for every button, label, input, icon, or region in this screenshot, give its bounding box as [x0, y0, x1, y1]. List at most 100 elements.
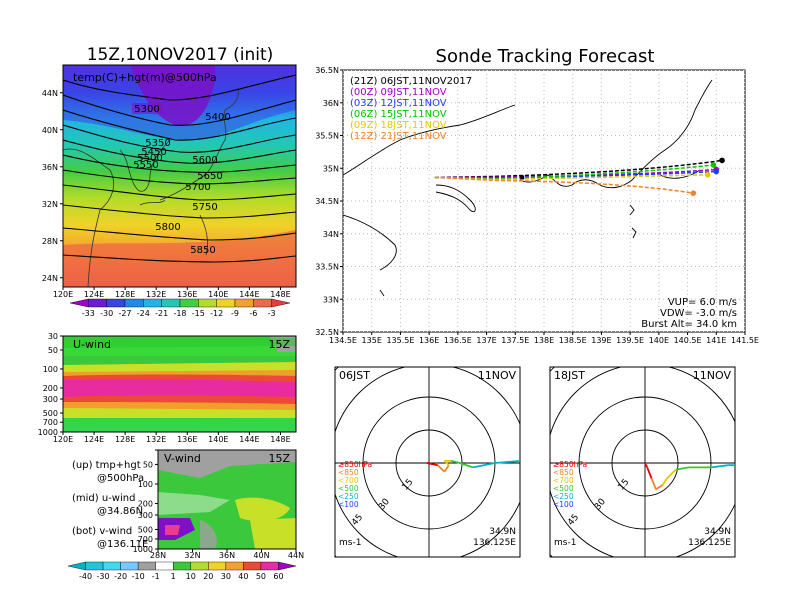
- colorbar-label: -10: [132, 572, 145, 581]
- note-bot-1: (bot) v-wind: [72, 526, 132, 537]
- colorbar-label: 30: [221, 572, 231, 581]
- colorbar-cell: [69, 298, 89, 308]
- hodo-segment: [650, 478, 657, 490]
- colorbar-cell: [208, 561, 227, 571]
- map-variable-label: temp(C)+hgt(m)@500hPa: [73, 71, 217, 84]
- track-end-point: [704, 172, 711, 178]
- contour-label: 5650: [197, 171, 222, 182]
- colorbar-cell: [173, 561, 191, 571]
- hodo-level-label: <250: [338, 492, 359, 501]
- track-line: [434, 168, 717, 179]
- hodo-ring-label: 60: [320, 524, 335, 539]
- colorbar-label: -30: [100, 309, 113, 318]
- lat-tick-label: 28N: [150, 551, 166, 560]
- hodo-segment: [450, 459, 461, 464]
- colorbar-cell: [271, 298, 291, 308]
- hodo-level-label: <700: [338, 476, 359, 485]
- lat-tick-label: 40N: [42, 126, 58, 135]
- colorbar-cell: [67, 561, 86, 571]
- colorbar-label: -3: [268, 309, 276, 318]
- hodo-segment: [494, 460, 520, 464]
- hodo-date: 11NOV: [693, 369, 732, 382]
- lat-ticks: 28N 32N 36N 40N 44N: [150, 549, 304, 560]
- hodo-segment: [426, 462, 438, 467]
- colorbar-label: -15: [192, 309, 205, 318]
- colorbar-label: -21: [155, 309, 168, 318]
- pressure-tick-label: 200: [43, 384, 58, 393]
- colorbar-cell: [216, 298, 236, 308]
- hodo-lon: 136.125E: [473, 538, 516, 548]
- hodo-segment: [710, 464, 729, 469]
- lon-tick-label: 136E: [177, 290, 197, 299]
- colorbar-label: -1: [152, 572, 160, 581]
- lon-tick-label: 137.5E: [501, 336, 529, 345]
- lon-ticks: 120E 124E 128E 132E 136E 140E 144E 148E: [53, 287, 291, 299]
- colorbar-cell: [137, 561, 156, 571]
- lon-tick-label: 140E: [649, 336, 669, 345]
- pressure-tick-label: 100: [138, 480, 153, 489]
- colorbar-label: -12: [210, 309, 223, 318]
- colorbar-label: 40: [238, 572, 248, 581]
- colorbar-cell: [161, 298, 181, 308]
- colorbar-label: -24: [137, 309, 150, 318]
- hodo-frame: [334, 366, 521, 558]
- colorbar-label: 1: [171, 572, 176, 581]
- height-contours: [63, 74, 296, 263]
- hodo-lon: 136.125E: [688, 538, 731, 548]
- colorbar-cell: [85, 561, 104, 571]
- lon-tick-label: 148E: [270, 435, 290, 444]
- lon-tick-label: 141.5E: [731, 336, 759, 345]
- lon-tick-label: 137E: [476, 336, 496, 345]
- temp-colorbar: -33 -30 -27 -24 -21 -18 -15 -12 -9 -6 -3: [69, 298, 291, 318]
- lon-tick-label: 120E: [53, 290, 73, 299]
- hodo-segment: [666, 468, 677, 480]
- contour-label: 5700: [185, 182, 210, 193]
- lon-tick-label: 144E: [239, 435, 259, 444]
- track-line: [434, 174, 708, 181]
- lon-tick-label: 124E: [84, 435, 104, 444]
- hodo-segment: [646, 467, 653, 479]
- pressure-tick-label: 30: [48, 332, 58, 341]
- lon-tick-label: 134.5E: [329, 336, 357, 345]
- v-wind-label: V-wind: [164, 452, 201, 465]
- pressure-tick-label: 500: [43, 409, 58, 418]
- hodo-time: 06JST: [339, 369, 370, 382]
- hodo-frame: [549, 366, 736, 558]
- left-title: 15Z,10NOV2017 (init): [87, 45, 274, 65]
- track-legend-entry: (21Z) 06JST,11NOV2017: [350, 76, 472, 87]
- lon-tick-label: 128E: [115, 435, 135, 444]
- hodo-level-label: ≥850hPa: [553, 460, 587, 469]
- note-up-1: (up) tmp+hgt: [72, 460, 141, 471]
- pressure-tick-label: 50: [48, 346, 58, 355]
- lat-tick-label: 28N: [42, 237, 58, 246]
- lat-tick-label: 36N: [323, 99, 339, 108]
- track-legend-entry: (03Z) 12JST,11NOV: [350, 98, 447, 109]
- track-legend-entry: (12Z) 21JST,11NOV: [350, 131, 447, 142]
- contour-label: 5600: [192, 155, 217, 166]
- param-vdw: VDW= -3.0 m/s: [660, 308, 737, 319]
- lat-tick-label: 32N: [184, 551, 200, 560]
- colorbar-cell: [278, 561, 297, 571]
- hodo-unit: ms-1: [554, 538, 576, 548]
- lon-tick-label: 148E: [270, 290, 290, 299]
- colorbar-label: 10: [186, 572, 196, 581]
- note-up-2: @500hPa: [97, 473, 144, 484]
- sonde-track-map: 36.5N 36N 35.5N 35N 34.5N 34N 33.5N 33N 32.5N 13…: [315, 66, 759, 345]
- lat-tick-label: 33.5N: [315, 263, 339, 272]
- contour-label: 5300: [134, 104, 159, 115]
- colorbar-cell: [120, 561, 139, 571]
- colorbar-cell: [253, 298, 272, 308]
- temp-height-map: 5300 5400 5350 5450 5500 5550 5600 5650 …: [42, 64, 297, 318]
- colorbar-cell: [155, 561, 174, 571]
- note-mid-2: @34.86N: [97, 506, 143, 517]
- hodo-unit: ms-1: [339, 538, 361, 548]
- hodo-level-label: ≥850hPa: [338, 460, 372, 469]
- track-legend-entry: (06Z) 15JST,11NOV: [350, 109, 447, 120]
- colorbar-cell: [88, 298, 107, 308]
- colorbar-cell: [106, 298, 126, 308]
